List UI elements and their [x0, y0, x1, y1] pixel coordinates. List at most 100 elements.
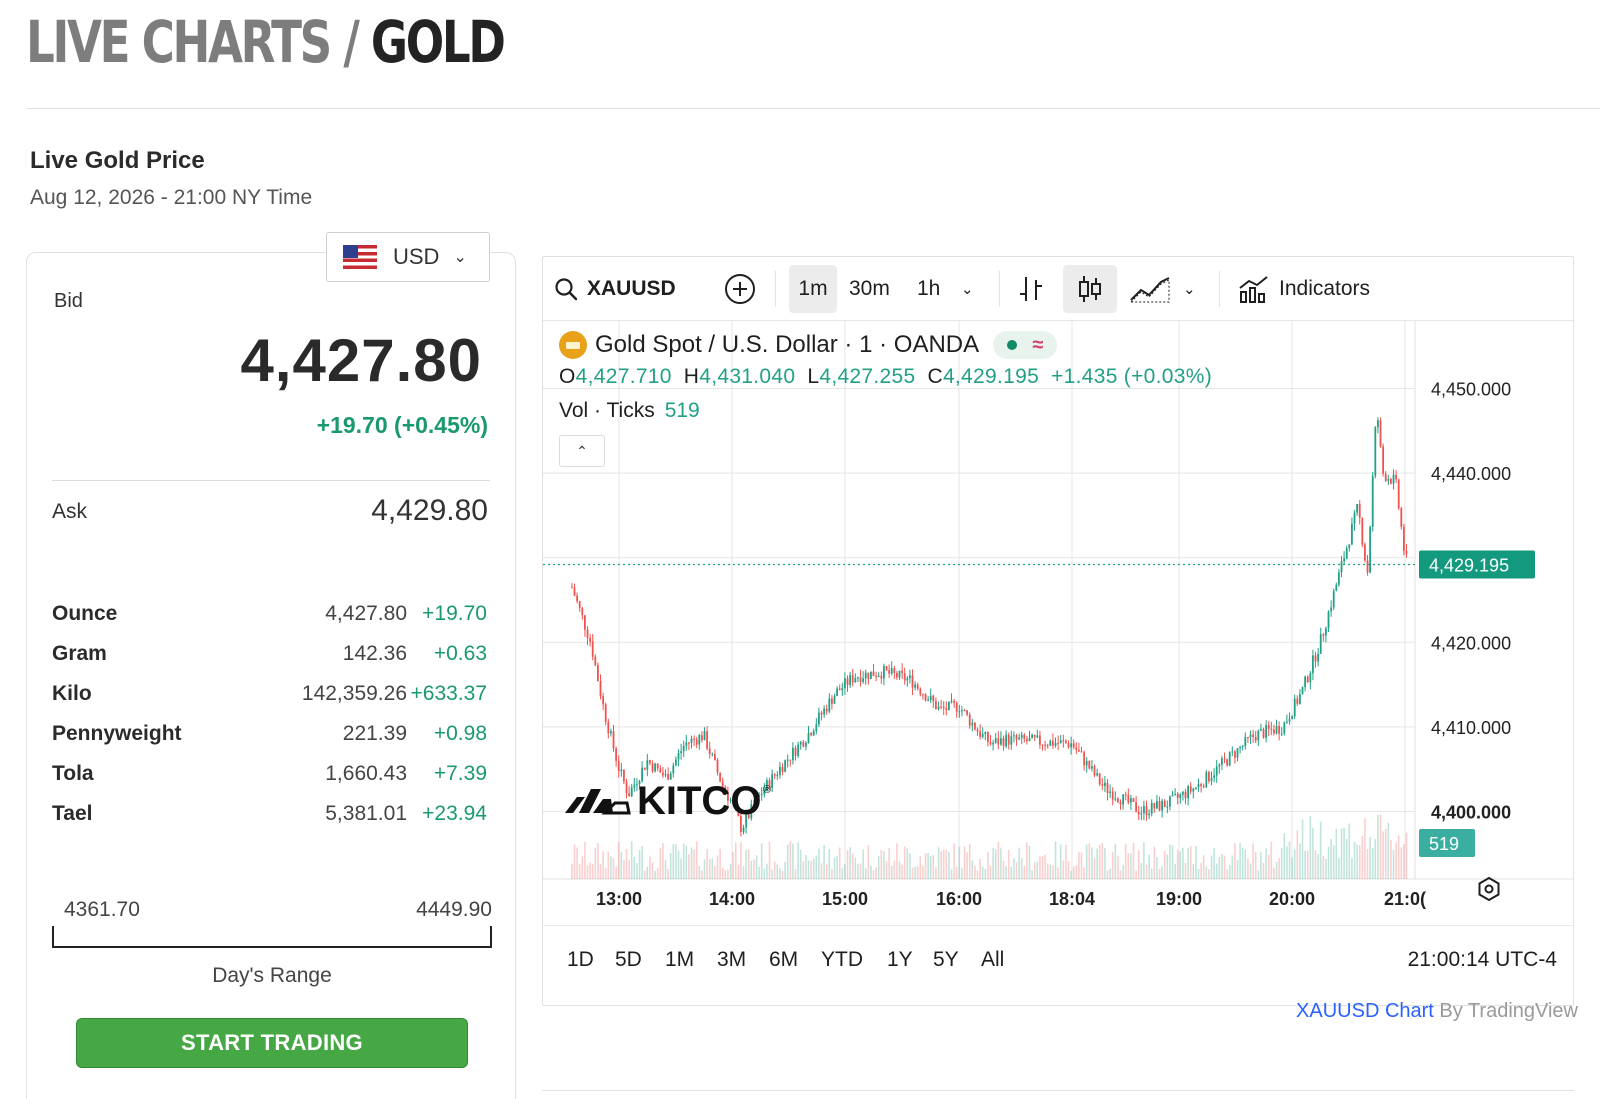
candle-body — [1109, 791, 1112, 793]
range-1d[interactable]: 1D — [567, 948, 594, 971]
candle-body — [706, 731, 709, 749]
range-all[interactable]: All — [981, 948, 1005, 971]
candle-body — [896, 672, 898, 678]
candle-body — [599, 681, 602, 696]
range-ytd[interactable]: YTD — [821, 948, 863, 971]
candle-body — [885, 666, 888, 671]
candle-body — [1065, 740, 1067, 744]
compare-symbol-button[interactable] — [723, 265, 757, 313]
candle-body — [727, 792, 729, 801]
candle-body — [916, 684, 919, 689]
volume-bar — [1127, 853, 1130, 879]
candle-body — [953, 700, 956, 703]
volume-bar — [906, 848, 909, 879]
candle-body — [1366, 560, 1369, 573]
range-3m[interactable]: 3M — [717, 948, 747, 971]
volume-bar — [1257, 870, 1260, 879]
price-tick-label: 4,400.000 — [1431, 802, 1511, 822]
volume-bar — [1184, 862, 1187, 879]
candle-body — [1176, 793, 1179, 798]
low-value: 4,427.255 — [819, 365, 916, 388]
volume-bar — [805, 855, 807, 879]
volume-bar — [1325, 858, 1327, 879]
volume-bar — [1291, 857, 1293, 879]
chart-type-chevron-icon[interactable]: ⌄ — [1183, 281, 1196, 298]
volume-bar — [1275, 861, 1278, 879]
candle-body — [1015, 735, 1018, 740]
volume-bar — [1317, 854, 1319, 879]
candles-chart-type-button[interactable] — [1063, 265, 1117, 313]
currency-select[interactable]: USD ⌄ — [326, 232, 490, 282]
volume-bar — [719, 848, 721, 879]
area-chart-type-button[interactable] — [1129, 265, 1171, 313]
volume-bar — [890, 865, 893, 879]
volume-bar — [984, 868, 987, 879]
volume-bar — [1093, 858, 1096, 879]
symbol-search[interactable]: XAUUSD — [553, 265, 679, 313]
candle-body — [833, 695, 836, 704]
volume-bar — [789, 841, 792, 879]
indicators-button[interactable]: Indicators — [1237, 265, 1370, 313]
bar-chart-type-button[interactable] — [1017, 265, 1045, 313]
volume-bar — [1067, 861, 1070, 879]
xauusd-chart-link[interactable]: XAUUSD Chart — [1296, 1000, 1434, 1022]
interval-30m[interactable]: 30m — [849, 277, 890, 300]
chart-clock[interactable]: 21:00:14 UTC-4 — [1407, 948, 1557, 971]
price-tick-label: 4,410.000 — [1431, 718, 1511, 738]
unit-price: 142.36 — [342, 642, 407, 665]
range-1y[interactable]: 1Y — [887, 948, 913, 971]
range-5y[interactable]: 5Y — [933, 948, 959, 971]
candle-body — [1228, 752, 1231, 766]
volume-bar — [1244, 849, 1247, 879]
start-trading-button[interactable]: START TRADING — [76, 1018, 468, 1068]
volume-bar — [1208, 869, 1210, 879]
volume-bar — [971, 860, 974, 879]
unit-change: +7.39 — [433, 762, 487, 785]
candle-body — [1153, 802, 1156, 809]
interval-1h[interactable]: 1h — [917, 277, 941, 300]
volume-bar — [1049, 864, 1052, 879]
candle-body — [872, 671, 875, 677]
volume-bar — [1070, 870, 1072, 879]
volume-bar — [1343, 827, 1345, 879]
volume-bar — [1280, 847, 1283, 879]
low-label: L — [807, 365, 820, 388]
candle-body — [594, 656, 597, 666]
range-6m[interactable]: 6M — [769, 948, 799, 971]
price-chart[interactable]: 4,450.0004,440.0004,430.0004,420.0004,41… — [543, 321, 1574, 925]
volume-bar — [1260, 851, 1262, 879]
candle-body — [636, 784, 638, 786]
candle-body — [1205, 771, 1208, 788]
volume-bar — [1187, 848, 1189, 879]
candle-body — [1020, 734, 1023, 738]
unit-row-tael: Tael 5,381.01 +23.94 — [52, 794, 492, 834]
interval-dropdown-chevron-icon[interactable]: ⌄ — [961, 281, 974, 298]
volume-bar — [1091, 847, 1093, 879]
market-status-pill[interactable]: ≈ — [993, 331, 1058, 359]
range-5d[interactable]: 5D — [615, 948, 642, 971]
volume-bar — [1088, 843, 1091, 879]
volume-bar — [1234, 843, 1236, 879]
candle-body — [880, 675, 883, 679]
candle-body — [1036, 735, 1039, 738]
interval-1m[interactable]: 1m — [789, 265, 837, 313]
candle-body — [1309, 673, 1312, 683]
volume-bar — [916, 866, 919, 879]
volume-bar — [1351, 858, 1353, 879]
candle-body — [649, 760, 651, 764]
volume-bar — [929, 855, 932, 879]
volume-bar — [753, 859, 755, 879]
us-flag-icon — [343, 245, 377, 269]
volume-bar — [989, 865, 992, 879]
candle-body — [841, 687, 844, 691]
candle-body — [1384, 473, 1387, 481]
collapse-legend-chevron-up-icon[interactable]: ⌃ — [559, 435, 605, 467]
candle-body — [773, 774, 776, 776]
volume-bar — [810, 861, 812, 879]
candle-body — [1317, 653, 1320, 662]
range-1m[interactable]: 1M — [665, 948, 695, 971]
candle-body — [784, 760, 787, 772]
candle-body — [1197, 784, 1200, 788]
volume-bar — [893, 860, 896, 879]
volume-bar — [877, 856, 880, 879]
